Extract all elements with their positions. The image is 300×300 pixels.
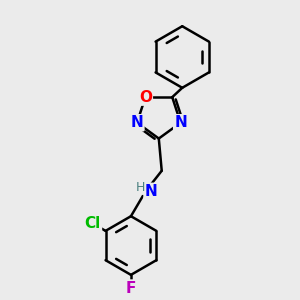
Text: N: N bbox=[174, 115, 187, 130]
Text: Cl: Cl bbox=[85, 216, 101, 231]
Text: O: O bbox=[139, 90, 152, 105]
Text: F: F bbox=[126, 280, 136, 296]
Text: H: H bbox=[136, 181, 145, 194]
Text: N: N bbox=[145, 184, 157, 199]
Text: N: N bbox=[131, 115, 143, 130]
